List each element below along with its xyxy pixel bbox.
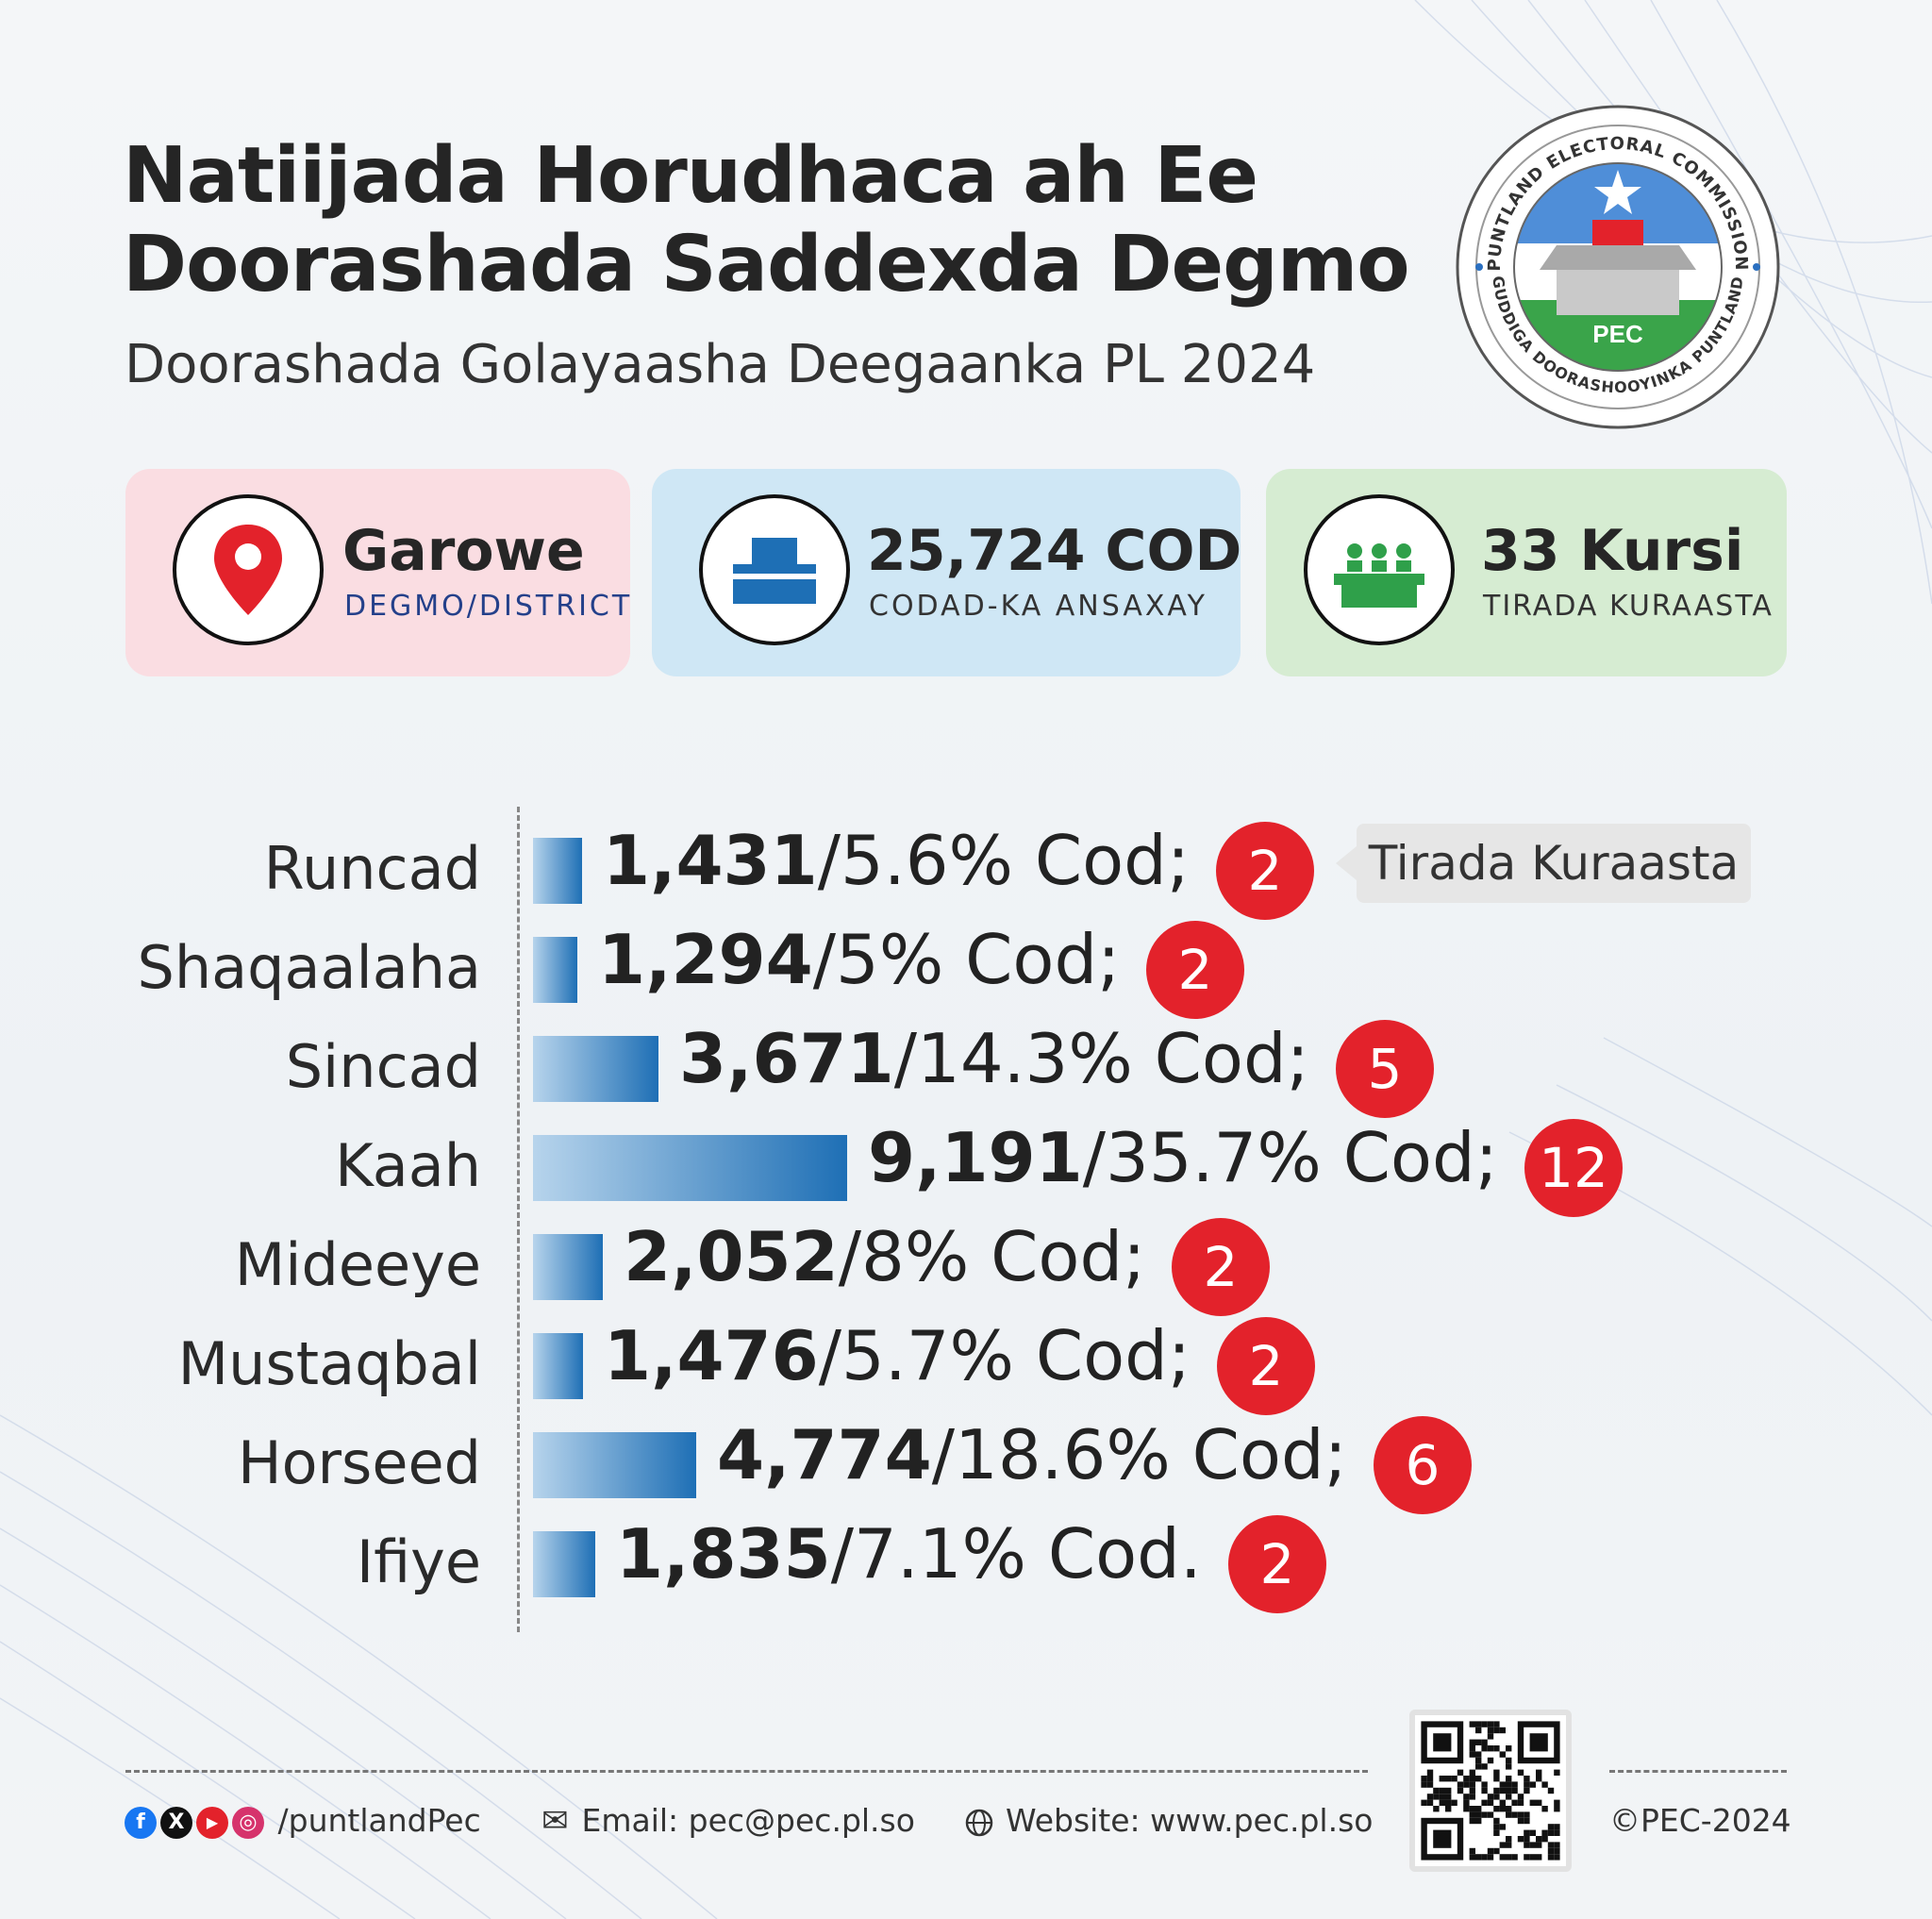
qr-code-pattern	[1415, 1715, 1566, 1866]
ballot-box-icon	[733, 538, 816, 604]
vote-bar	[533, 1432, 696, 1498]
seats-label: TIRADA KURAASTA	[1483, 590, 1774, 623]
footer-divider-right	[1609, 1770, 1787, 1773]
party-label: Runcad	[263, 834, 481, 903]
title-line-1: Natiijada Horudhaca ah Ee	[123, 131, 1258, 221]
party-label: Sincad	[285, 1032, 481, 1101]
seats-card: 33 Kursi TIRADA KURAASTA	[1266, 469, 1787, 676]
logo-acronym: PEC	[1592, 320, 1643, 348]
vote-value-label: 9,191/35.7% Cod;	[868, 1118, 1498, 1197]
globe-icon	[965, 1809, 993, 1836]
party-label: Mideeye	[234, 1230, 481, 1299]
vote-count: 3,671	[679, 1019, 894, 1098]
vote-value-label: 1,431/5.6% Cod;	[603, 821, 1190, 900]
party-label: Horseed	[238, 1428, 481, 1497]
vote-percent: /5.6% Cod;	[817, 821, 1191, 900]
vote-bar	[533, 1135, 847, 1201]
youtube-icon[interactable]: ▶	[196, 1806, 228, 1839]
vote-bar	[533, 1531, 595, 1597]
page-title: Natiijada Horudhaca ah Ee Doorashada Sad…	[123, 131, 1410, 309]
vote-percent: /14.3% Cod;	[893, 1019, 1309, 1098]
vote-value-label: 4,774/18.6% Cod;	[717, 1415, 1347, 1494]
party-label: Ifiye	[356, 1527, 481, 1596]
seat-count-badge: 12	[1524, 1119, 1623, 1217]
seat-count-badge: 2	[1146, 921, 1244, 1019]
vote-count: 1,294	[598, 920, 813, 999]
footer-divider-left	[125, 1770, 1368, 1773]
title-line-2: Doorashada Saddexda Degmo	[123, 220, 1410, 309]
copyright: ©PEC-2024	[1609, 1802, 1791, 1839]
email-text[interactable]: Email: pec@pec.pl.so	[581, 1802, 915, 1839]
total-seats: 33 Kursi	[1481, 518, 1744, 584]
vote-bar	[533, 838, 582, 904]
vote-bar	[533, 1333, 583, 1399]
vote-value-label: 2,052/8% Cod;	[624, 1217, 1145, 1296]
social-handle[interactable]: /puntlandPec	[277, 1802, 481, 1839]
vote-count: 1,431	[603, 821, 818, 900]
vote-percent: /7.1% Cod.	[830, 1514, 1202, 1594]
total-votes: 25,724 COD	[867, 518, 1242, 584]
chart-axis-line	[517, 807, 520, 1632]
vote-percent: /5% Cod;	[812, 920, 1121, 999]
seat-count-badge: 2	[1228, 1515, 1326, 1613]
vote-percent: /18.6% Cod;	[931, 1415, 1347, 1494]
vote-count: 2,052	[624, 1217, 839, 1296]
seat-count-badge: 6	[1374, 1416, 1472, 1514]
vote-count: 1,476	[604, 1316, 819, 1395]
website-contact: Website: www.pec.pl.so	[964, 1802, 1373, 1839]
party-label: Shaqaalaha	[137, 933, 482, 1002]
vote-value-label: 1,294/5% Cod;	[598, 920, 1120, 999]
vote-count: 4,774	[717, 1415, 932, 1494]
vote-bar	[533, 1234, 603, 1300]
district-card: Garowe DEGMO/DISTRICT	[125, 469, 630, 676]
vote-bar	[533, 937, 577, 1003]
votes-label: CODAD-KA ANSAXAY	[869, 590, 1208, 623]
x-icon[interactable]: X	[160, 1806, 192, 1839]
vote-bar	[533, 1036, 658, 1102]
qr-code[interactable]	[1409, 1710, 1572, 1872]
vote-count: 1,835	[616, 1514, 831, 1594]
location-pin-icon	[214, 525, 282, 615]
page-subtitle: Doorashada Golayaasha Deegaanka PL 2024	[125, 334, 1316, 395]
district-label: DEGMO/DISTRICT	[344, 590, 633, 623]
vote-percent: /5.7% Cod;	[818, 1316, 1191, 1395]
council-seats-icon	[1334, 543, 1424, 608]
district-name: Garowe	[342, 518, 585, 584]
vote-percent: /35.7% Cod;	[1082, 1118, 1498, 1197]
pec-logo: PEC PUNTLAND ELECTORAL COMMISSION GUDDIG…	[1456, 105, 1780, 429]
seats-icon-circle	[1304, 494, 1455, 645]
seat-count-badge: 5	[1336, 1020, 1434, 1118]
website-text[interactable]: Website: www.pec.pl.so	[1006, 1802, 1374, 1839]
social-links: f X ▶ ◎ /puntlandPec	[125, 1802, 481, 1839]
party-label: Mustaqbal	[177, 1329, 481, 1398]
vote-count: 9,191	[868, 1118, 1083, 1197]
vote-value-label: 1,835/7.1% Cod.	[616, 1514, 1202, 1594]
seat-count-badge: 2	[1216, 822, 1314, 920]
party-label: Kaah	[335, 1131, 481, 1200]
votes-card: 25,724 COD CODAD-KA ANSAXAY	[652, 469, 1241, 676]
votes-icon-circle	[699, 494, 850, 645]
seat-count-badge: 2	[1172, 1218, 1270, 1316]
facebook-icon[interactable]: f	[125, 1806, 157, 1839]
vote-percent: /8% Cod;	[838, 1217, 1146, 1296]
envelope-icon: ✉	[541, 1802, 569, 1840]
district-icon-circle	[173, 494, 324, 645]
email-contact: ✉ Email: pec@pec.pl.so	[541, 1802, 915, 1840]
vote-value-label: 3,671/14.3% Cod;	[679, 1019, 1309, 1098]
seats-tooltip: Tirada Kuraasta	[1336, 824, 1751, 903]
instagram-icon[interactable]: ◎	[232, 1806, 264, 1839]
seat-count-badge: 2	[1217, 1317, 1315, 1415]
vote-value-label: 1,476/5.7% Cod;	[604, 1316, 1191, 1395]
